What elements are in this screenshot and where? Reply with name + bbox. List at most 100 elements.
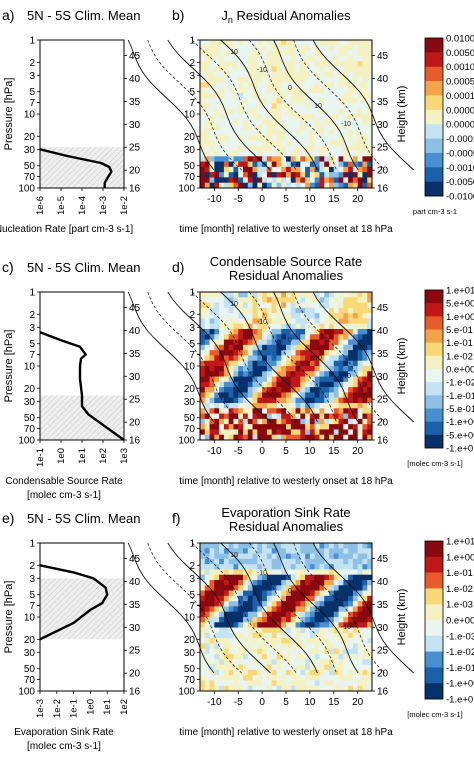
heatmap-cell	[252, 156, 258, 162]
heatmap-cell	[319, 627, 325, 634]
heatmap-cell	[343, 82, 349, 88]
heatmap-cell	[314, 558, 320, 565]
heatmap-cell	[352, 50, 358, 57]
heatmap-cell	[286, 580, 292, 586]
heatmap-cell	[343, 129, 349, 136]
heatmap-cell	[238, 675, 244, 681]
colorbar-segment	[425, 290, 443, 304]
heatmap-cell	[324, 397, 330, 404]
heatmap-cell	[343, 643, 349, 650]
heatmap-cell	[266, 114, 272, 120]
heatmap-cell	[343, 434, 349, 441]
heatmap-cell	[223, 627, 229, 634]
title-subscript: n	[228, 15, 233, 25]
pressure-tick-label-b: 2	[189, 58, 195, 69]
heatmap-cell	[305, 177, 311, 184]
heatmap-cell	[209, 156, 215, 162]
heatmap-cell	[228, 397, 234, 404]
heatmap-cell	[238, 87, 244, 94]
heatmap-cell	[319, 418, 325, 425]
heatmap-cell	[223, 381, 229, 388]
heatmap-cell	[343, 297, 349, 303]
heatmap-cell	[343, 659, 349, 665]
heatmap-cell	[352, 564, 358, 570]
heatmap-cell	[262, 680, 268, 687]
heatmap-cell	[324, 129, 330, 136]
heatmap-cell	[257, 590, 263, 597]
heatmap-cell	[300, 87, 306, 94]
heatmap-cell	[200, 366, 206, 372]
heatmap-cell	[238, 114, 244, 120]
heatmap-cell	[305, 40, 311, 46]
heatmap-cell	[290, 601, 296, 607]
heatmap-cell	[329, 643, 335, 650]
heatmap-cell	[219, 371, 225, 377]
heatmap-cell	[309, 114, 315, 120]
heatmap-cell	[243, 685, 249, 692]
heatmap-cell	[305, 569, 311, 576]
heatmap-cell	[343, 329, 349, 335]
heatmap-cell	[362, 585, 368, 591]
heatmap-cell	[233, 71, 239, 78]
heatmap-cell	[362, 381, 368, 388]
x-tick-label-e: 1e-2	[52, 699, 63, 718]
heatmap-cell	[281, 580, 287, 586]
heatmap-cell	[309, 302, 315, 309]
contour-label: 10	[314, 606, 322, 613]
heatmap-cell	[343, 177, 349, 184]
heatmap-cell	[367, 166, 373, 173]
heatmap-cell	[357, 397, 363, 404]
heatmap-cell	[281, 177, 287, 184]
heatmap-cell	[333, 408, 339, 414]
heatmap-cell	[290, 103, 296, 110]
colorbar-tick-label: -1.e-02	[446, 378, 474, 389]
heatmap-cell	[209, 145, 215, 152]
right-panel-title-line: Evaporation Sink Rate	[221, 505, 350, 520]
heatmap-cell	[324, 297, 330, 303]
heatmap-cell	[343, 61, 349, 67]
heatmap-cell	[243, 119, 249, 125]
heatmap-cell	[223, 50, 229, 57]
colorbar-segment	[425, 355, 443, 370]
heatmap-cell	[233, 344, 239, 351]
heatmap-cell	[324, 103, 330, 110]
heatmap-cell	[219, 392, 225, 399]
heatmap-cell	[305, 434, 311, 441]
heatmap-cell	[352, 376, 358, 383]
heatmap-cell	[233, 297, 239, 303]
heatmap-cell	[319, 98, 325, 104]
heatmap-cell	[333, 156, 339, 162]
heatmap-cell	[247, 55, 253, 62]
heatmap-cell	[247, 392, 253, 399]
heatmap-cell	[290, 297, 296, 303]
heatmap-cell	[257, 648, 263, 655]
heatmap-cell	[204, 403, 210, 409]
heatmap-cell	[286, 659, 292, 665]
contour-line	[273, 542, 359, 674]
heatmap-cell	[233, 434, 239, 441]
heatmap-cell	[204, 334, 210, 340]
heatmap-cell	[262, 313, 268, 319]
heatmap-cell	[243, 585, 249, 591]
heatmap-cell	[223, 564, 229, 570]
heatmap-cell	[348, 392, 354, 399]
heatmap-cell	[329, 622, 335, 628]
heatmap-cell	[238, 71, 244, 78]
heatmap-cell	[338, 108, 344, 115]
heatmap-cell	[200, 66, 206, 73]
heatmap-cell	[209, 632, 215, 639]
heatmap-cell	[223, 548, 229, 554]
heatmap-cell	[333, 297, 339, 303]
heatmap-cell	[200, 329, 206, 335]
heatmap-cell	[305, 381, 311, 388]
heatmap-cell	[281, 103, 287, 110]
heatmap-cell	[243, 129, 249, 136]
heatmap-cell	[262, 50, 268, 57]
heatmap-cell	[338, 145, 344, 152]
heatmap-cell	[319, 574, 325, 581]
heatmap-cell	[367, 632, 373, 639]
heatmap-cell	[314, 392, 320, 399]
colorbar-segment	[425, 651, 443, 668]
heatmap-cell	[352, 632, 358, 639]
heatmap-cell	[329, 87, 335, 94]
